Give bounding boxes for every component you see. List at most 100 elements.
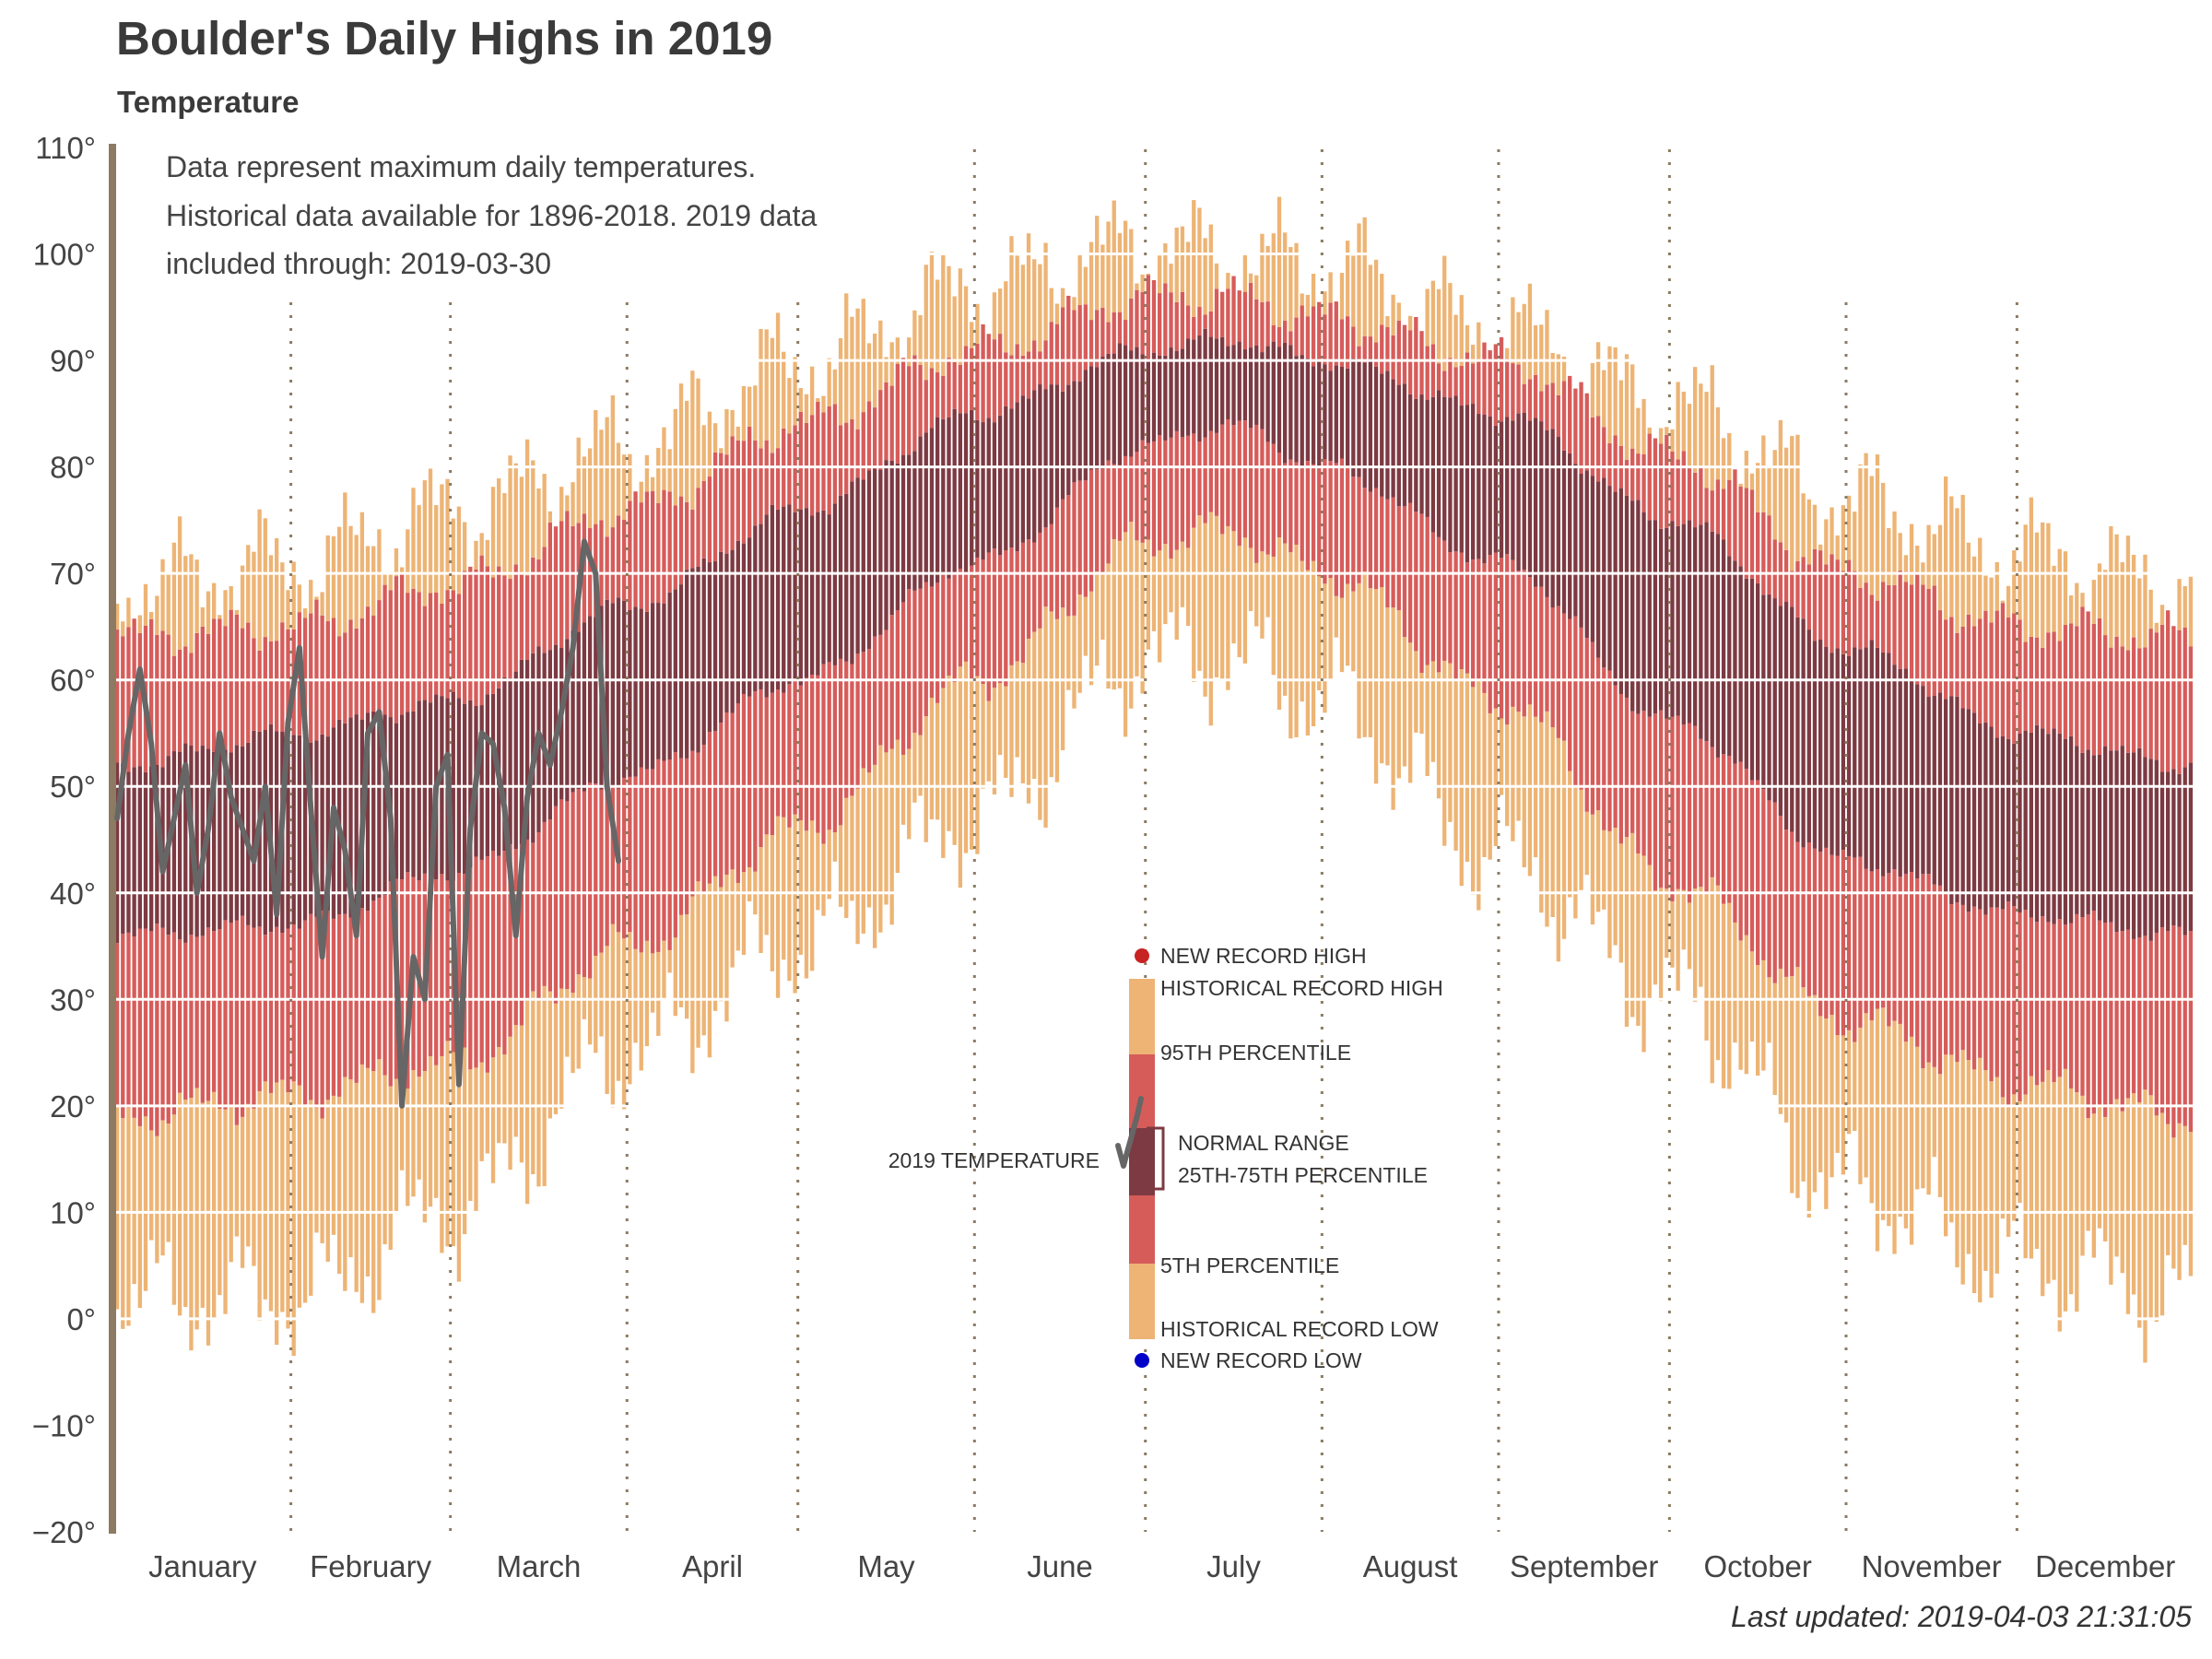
day-bar-normal-band — [816, 512, 820, 676]
day-bar-p5-p25-band — [656, 759, 661, 952]
day-bar-normal-band — [1146, 359, 1150, 443]
day-bar-p5-p25-band — [2183, 935, 2187, 1126]
day-bar-normal-band — [114, 762, 120, 944]
day-bar-p5-p25-band — [137, 928, 142, 1126]
day-bar-record-low-band — [1704, 892, 1709, 1041]
day-bar-record-low-band — [605, 946, 609, 1094]
day-bar-p75-p95-band — [1864, 582, 1868, 648]
day-bar-record-high-band — [639, 481, 643, 503]
day-bar-record-low-band — [2159, 1112, 2165, 1316]
x-tick-label-month: May — [857, 1549, 915, 1583]
day-bar-p75-p95-band — [490, 577, 496, 694]
day-bar-p5-p25-band — [1812, 848, 1818, 995]
day-bar-record-low-band — [1846, 1030, 1852, 1135]
day-bar-record-high-band — [759, 328, 763, 449]
legend-new-record-high-dot — [1135, 948, 1149, 963]
day-bar-record-high-band — [1248, 273, 1253, 283]
day-bar-record-low-band — [1653, 890, 1658, 985]
day-bar-p5-p25-band — [223, 920, 228, 1110]
day-bar-normal-band — [302, 733, 308, 921]
day-bar-normal-band — [252, 730, 256, 928]
day-bar-record-high-band — [1892, 511, 1897, 586]
day-bar-p5-p25-band — [712, 731, 718, 877]
day-bar-record-high-band — [1704, 392, 1709, 488]
day-bar-record-high-band — [189, 554, 194, 653]
day-bar-p75-p95-band — [644, 491, 650, 612]
day-bar-record-low-band — [160, 1120, 165, 1256]
day-bar-p75-p95-band — [1135, 289, 1139, 347]
day-bar-p5-p25-band — [1009, 547, 1014, 665]
day-bar-normal-band — [866, 470, 872, 650]
day-bar-record-low-band — [1749, 951, 1755, 1042]
day-bar-p5-p25-band — [2075, 913, 2079, 1093]
day-bar-p5-p25-band — [1579, 627, 1583, 790]
day-bar-record-high-band — [1516, 312, 1521, 365]
day-bar-record-high-band — [1864, 453, 1868, 583]
day-bar-p75-p95-band — [1624, 460, 1630, 496]
day-bar-record-high-band — [2023, 524, 2028, 642]
day-bar-normal-band — [1140, 354, 1145, 441]
legend-label-normal-range: NORMAL RANGE — [1178, 1131, 1349, 1155]
day-bar-p75-p95-band — [497, 566, 501, 688]
day-bar-p75-p95-band — [1425, 346, 1430, 400]
day-bar-p75-p95-band — [929, 368, 935, 429]
day-bar-record-high-band — [218, 615, 222, 619]
day-bar-p5-p25-band — [1169, 437, 1173, 559]
day-bar-p5-p25-band — [1665, 718, 1669, 889]
day-bar-record-low-band — [1385, 607, 1390, 766]
day-bar-p75-p95-band — [1613, 435, 1618, 492]
day-bar-record-low-band — [935, 702, 940, 820]
day-bar-record-low-band — [371, 1071, 376, 1313]
day-bar-record-high-band — [268, 555, 274, 641]
day-bar-record-high-band — [2148, 589, 2153, 629]
day-bar-p75-p95-band — [1192, 316, 1196, 340]
day-bar-record-low-band — [399, 1090, 405, 1171]
day-bar-normal-band — [1043, 389, 1048, 528]
day-bar-p5-p25-band — [1396, 506, 1401, 611]
day-bar-p5-p25-band — [872, 636, 877, 765]
day-bar-p75-p95-band — [958, 364, 963, 414]
day-bar-normal-band — [1761, 594, 1766, 790]
y-tick-label: 20° — [50, 1089, 96, 1124]
day-bar-p75-p95-band — [468, 566, 473, 700]
day-bar-normal-band — [348, 717, 353, 918]
day-bar-normal-band — [712, 561, 718, 732]
day-bar-normal-band — [143, 771, 148, 929]
day-bar-record-low-band — [336, 1096, 342, 1275]
day-bar-normal-band — [1328, 371, 1333, 462]
day-bar-record-low-band — [678, 914, 684, 1007]
day-bar-p5-p25-band — [1903, 874, 1909, 1042]
day-bar-normal-band — [354, 714, 359, 910]
day-bar-p75-p95-band — [941, 375, 946, 419]
day-bar-record-high-band — [1009, 236, 1014, 356]
day-bar-normal-band — [644, 611, 650, 770]
day-bar-p75-p95-band — [724, 454, 729, 554]
day-bar-p5-p25-band — [753, 691, 758, 872]
day-bar-record-high-band — [1545, 310, 1549, 385]
day-bar-normal-band — [804, 508, 809, 678]
day-bar-p5-p25-band — [1419, 513, 1424, 674]
day-bar-p5-p25-band — [866, 649, 872, 773]
day-bar-p75-p95-band — [2120, 646, 2124, 747]
day-bar-p75-p95-band — [189, 653, 194, 746]
day-bar-p75-p95-band — [1169, 292, 1173, 348]
day-bar-p5-p25-band — [1744, 769, 1748, 935]
day-bar-record-low-band — [1112, 539, 1116, 690]
day-bar-p75-p95-band — [1436, 363, 1441, 391]
y-tick-label: 60° — [50, 664, 96, 698]
day-bar-p5-p25-band — [912, 590, 917, 733]
day-bar-record-high-band — [1590, 362, 1595, 418]
day-bar-normal-band — [1693, 527, 1698, 726]
day-bar-p75-p95-band — [1493, 344, 1499, 426]
day-bar-normal-band — [884, 460, 888, 630]
day-bar-normal-band — [1624, 495, 1630, 698]
day-bar-p5-p25-band — [787, 684, 792, 828]
day-bar-p75-p95-band — [553, 526, 559, 645]
day-bar-p75-p95-band — [804, 422, 809, 509]
day-bar-p75-p95-band — [673, 505, 677, 590]
day-bar-record-low-band — [821, 843, 826, 916]
day-bar-record-low-band — [1248, 547, 1253, 611]
day-bar-record-low-band — [252, 1108, 256, 1266]
day-bar-record-high-band — [2103, 570, 2108, 636]
day-bar-record-high-band — [354, 535, 359, 629]
